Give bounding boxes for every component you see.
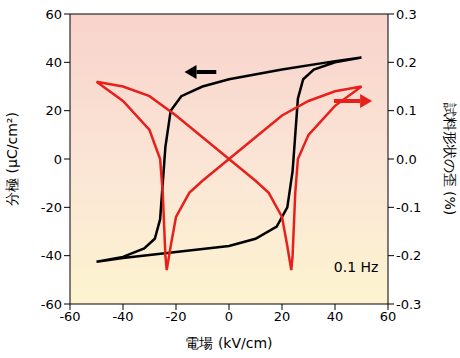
svg-text:-20: -20 [41, 200, 62, 215]
svg-text:0.1: 0.1 [396, 103, 417, 118]
svg-text:-60: -60 [41, 297, 62, 312]
svg-text:-40: -40 [41, 248, 62, 263]
svg-text:0: 0 [54, 152, 62, 167]
svg-text:0.2: 0.2 [396, 55, 417, 70]
svg-text:20: 20 [274, 309, 291, 324]
svg-text:-0.3: -0.3 [396, 297, 421, 312]
svg-text:40: 40 [327, 309, 344, 324]
svg-text:20: 20 [45, 103, 62, 118]
svg-text:-20: -20 [165, 309, 186, 324]
svg-text:40: 40 [45, 55, 62, 70]
svg-text:電場 (kV/cm): 電場 (kV/cm) [185, 335, 272, 351]
svg-text:-0.1: -0.1 [396, 200, 421, 215]
svg-text:分極 (μC/cm²): 分極 (μC/cm²) [8, 112, 20, 206]
svg-text:0: 0 [225, 309, 233, 324]
svg-text:-60: -60 [59, 309, 80, 324]
svg-text:0.0: 0.0 [396, 152, 417, 167]
svg-text:60: 60 [380, 309, 397, 324]
svg-text:0.3: 0.3 [396, 7, 417, 22]
svg-text:-40: -40 [112, 309, 133, 324]
svg-text:-0.2: -0.2 [396, 248, 421, 263]
svg-text:0.1 Hz: 0.1 Hz [334, 259, 379, 275]
svg-text:60: 60 [45, 7, 62, 22]
svg-text:試料形状の歪 (%): 試料形状の歪 (%) [442, 103, 452, 216]
